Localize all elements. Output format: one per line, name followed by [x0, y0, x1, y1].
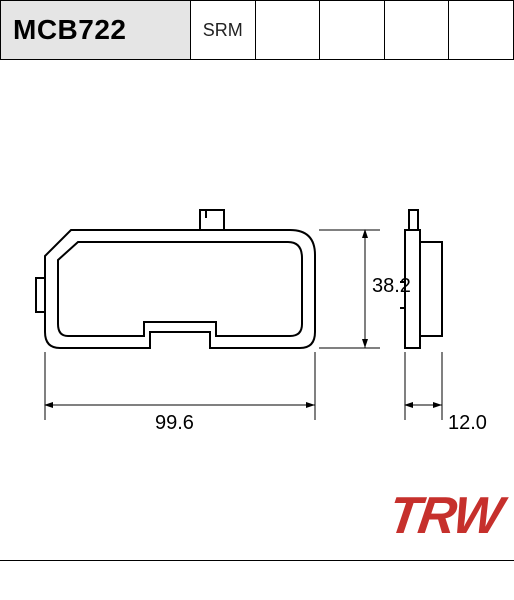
dim-height-label: 38.2 — [372, 275, 411, 298]
dim-width — [45, 352, 315, 420]
dim-height — [319, 230, 380, 348]
variant-cell-3 — [385, 1, 450, 59]
variant-cell-4 — [449, 1, 513, 59]
variant-label-0: SRM — [203, 20, 243, 41]
drawing-canvas: 99.6 38.2 /* fine-tune height label posi… — [0, 60, 514, 560]
spec-header: MCB722 SRM — [0, 0, 514, 60]
technical-drawing — [0, 60, 514, 560]
variant-cell-1 — [256, 1, 321, 59]
dim-thickness — [405, 352, 442, 420]
variant-cell-2 — [320, 1, 385, 59]
dim-thickness-label: 12.0 — [448, 412, 487, 435]
dim-width-label: 99.6 — [155, 412, 194, 435]
footer-rule — [0, 560, 514, 600]
brand-logo: TRW — [384, 486, 504, 546]
part-number: MCB722 — [13, 14, 126, 46]
front-view — [36, 210, 315, 348]
variant-cell-0: SRM — [191, 1, 256, 59]
part-number-cell: MCB722 — [1, 1, 191, 59]
